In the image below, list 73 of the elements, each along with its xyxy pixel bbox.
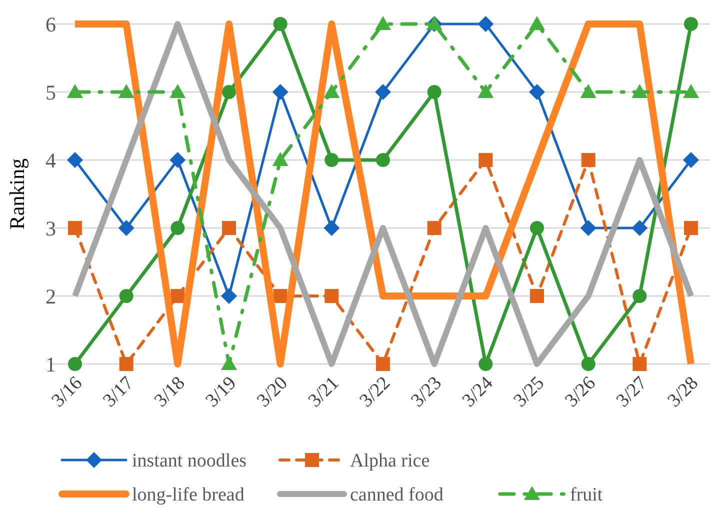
point: [324, 220, 340, 236]
point: [581, 153, 596, 167]
point: [478, 153, 493, 167]
point: [67, 84, 83, 98]
legend-label: long-life bread: [132, 484, 245, 506]
point: [119, 289, 134, 303]
x-tick-label: 3/20: [253, 372, 292, 412]
point: [683, 152, 699, 168]
point: [581, 357, 596, 371]
point: [427, 85, 442, 99]
y-tick-label: 3: [46, 216, 56, 240]
point: [376, 153, 390, 167]
x-tick-label: 3/19: [202, 372, 241, 412]
point: [632, 220, 648, 236]
point: [272, 84, 288, 100]
x-tick-label: 3/22: [356, 372, 395, 412]
point: [375, 16, 391, 30]
point: [324, 289, 339, 303]
legend-label: canned food: [350, 484, 444, 506]
point: [478, 84, 494, 98]
point: [272, 152, 288, 166]
point: [273, 17, 288, 31]
point: [632, 84, 648, 98]
point: [68, 357, 82, 371]
point: [67, 152, 83, 168]
x-tick-label: 3/28: [664, 372, 703, 412]
point: [376, 357, 390, 371]
point: [684, 17, 698, 31]
legend-label: Alpha rice: [350, 450, 430, 472]
point: [530, 221, 544, 235]
point: [222, 85, 236, 99]
point: [683, 84, 699, 98]
point: [324, 153, 339, 167]
point: [68, 221, 82, 235]
point: [119, 357, 134, 371]
point: [632, 289, 647, 303]
y-tick-label: 6: [46, 12, 56, 36]
point: [580, 84, 596, 98]
x-tick-label: 3/17: [99, 372, 138, 412]
point: [324, 84, 340, 98]
y-tick-label: 4: [46, 148, 56, 172]
point: [170, 221, 185, 235]
point: [375, 84, 391, 100]
point: [273, 289, 288, 303]
point: [632, 357, 647, 371]
point: [529, 84, 545, 100]
y-axis-title: Ranking: [5, 158, 29, 230]
point: [170, 152, 186, 168]
point: [478, 357, 493, 371]
x-tick-label: 3/26: [561, 372, 600, 412]
point: [170, 289, 185, 303]
point: [221, 356, 237, 370]
x-tick-label: 3/25: [510, 372, 549, 412]
point: [170, 84, 186, 98]
point: [529, 16, 545, 30]
y-tick-label: 5: [46, 80, 56, 104]
point: [118, 220, 134, 236]
point: [478, 16, 494, 32]
x-tick-label: 3/18: [150, 372, 190, 412]
legend-label: instant noodles: [132, 450, 247, 472]
point: [684, 221, 698, 235]
x-tick-label: 3/21: [304, 372, 344, 412]
point: [580, 220, 596, 236]
x-tick-label: 3/23: [407, 372, 446, 412]
x-tick-label: 3/24: [458, 372, 498, 412]
point: [118, 84, 134, 98]
point: [530, 289, 544, 303]
x-tick-label: 3/27: [612, 372, 652, 412]
point: [221, 288, 237, 304]
legend-label: fruit: [570, 484, 604, 506]
y-tick-label: 2: [46, 284, 56, 308]
point: [427, 221, 442, 235]
point: [222, 221, 236, 235]
